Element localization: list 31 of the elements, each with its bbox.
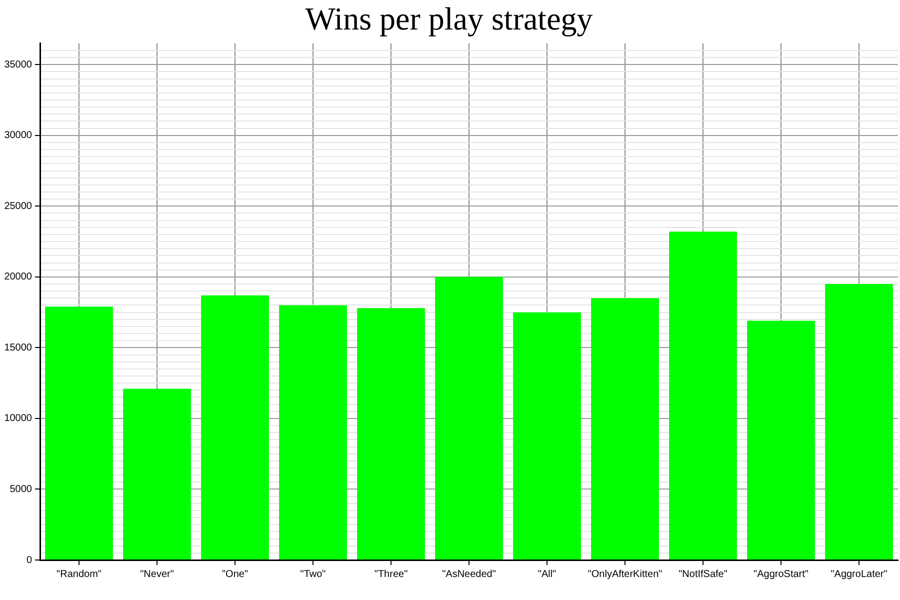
y-tick-label: 30000 [4, 130, 32, 142]
bar [747, 320, 815, 560]
bar [123, 388, 191, 560]
bar [45, 306, 113, 560]
chart-title: Wins per play strategy [305, 0, 593, 37]
x-tick-label: "AggroLater" [830, 568, 888, 580]
x-tick-label: "Three" [374, 568, 408, 580]
bar [201, 295, 269, 560]
x-tick-label: "Two" [300, 568, 326, 580]
y-tick-label: 35000 [4, 59, 32, 70]
bar [513, 312, 581, 560]
bar [669, 232, 737, 560]
bar [591, 298, 659, 560]
y-tick-label: 10000 [4, 413, 32, 424]
bar [435, 276, 503, 560]
bar [279, 305, 347, 560]
x-tick-label: "OnlyAfterKitten" [588, 568, 663, 580]
y-tick-label: 15000 [4, 342, 32, 354]
y-tick-label: 25000 [4, 200, 32, 212]
bar [357, 308, 425, 560]
x-tick-label: "AggroStart" [754, 568, 809, 580]
y-tick-label: 0 [26, 554, 32, 566]
y-tick-label: 5000 [10, 484, 32, 495]
x-tick-label: "All" [538, 568, 557, 580]
x-tick-label: "AsNeeded" [442, 568, 496, 580]
x-tick-label: "One" [222, 568, 248, 580]
x-tick-label: "Random" [56, 568, 102, 580]
bar [825, 284, 893, 560]
x-tick-label: "NotIfSafe" [678, 568, 728, 580]
y-tick-label: 20000 [4, 272, 32, 283]
x-tick-label: "Never" [140, 568, 174, 580]
